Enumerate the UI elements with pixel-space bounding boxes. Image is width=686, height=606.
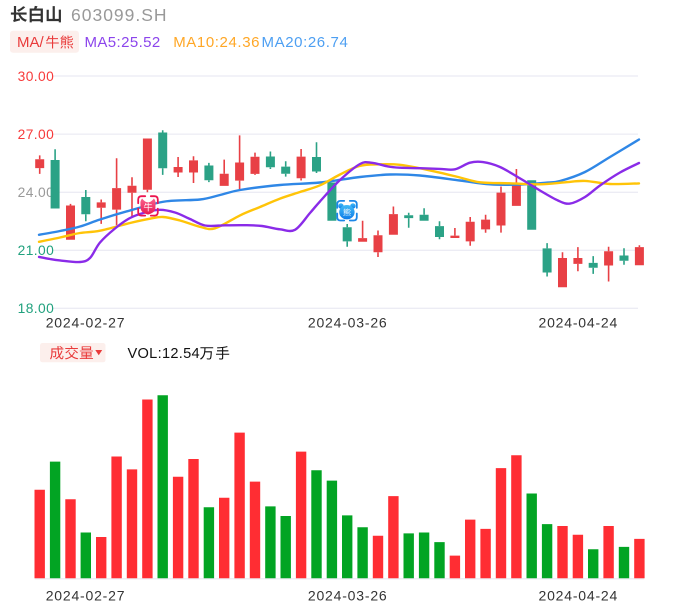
svg-text:2024-03-26: 2024-03-26 bbox=[308, 588, 388, 604]
svg-text:18.00: 18.00 bbox=[18, 301, 55, 316]
svg-text:30.00: 30.00 bbox=[18, 69, 55, 84]
svg-text:2024-03-26: 2024-03-26 bbox=[308, 315, 388, 331]
svg-text:MA10:24.36: MA10:24.36 bbox=[173, 34, 260, 51]
svg-text:2024-04-24: 2024-04-24 bbox=[538, 315, 618, 331]
svg-text:2024-02-27: 2024-02-27 bbox=[46, 588, 126, 604]
svg-text:MA/: MA/ bbox=[17, 34, 45, 51]
svg-text:603099.SH: 603099.SH bbox=[71, 5, 168, 25]
svg-text:2024-04-24: 2024-04-24 bbox=[538, 588, 618, 604]
svg-text:MA5:25.52: MA5:25.52 bbox=[85, 34, 161, 51]
svg-text:VOL:12.54: VOL:12.54 bbox=[128, 346, 200, 362]
svg-text:MA20:26.74: MA20:26.74 bbox=[262, 34, 349, 51]
svg-text:27.00: 27.00 bbox=[18, 127, 55, 142]
svg-text:21.00: 21.00 bbox=[18, 243, 55, 258]
svg-text:2024-02-27: 2024-02-27 bbox=[46, 315, 126, 331]
svg-text:24.00: 24.00 bbox=[18, 185, 55, 200]
